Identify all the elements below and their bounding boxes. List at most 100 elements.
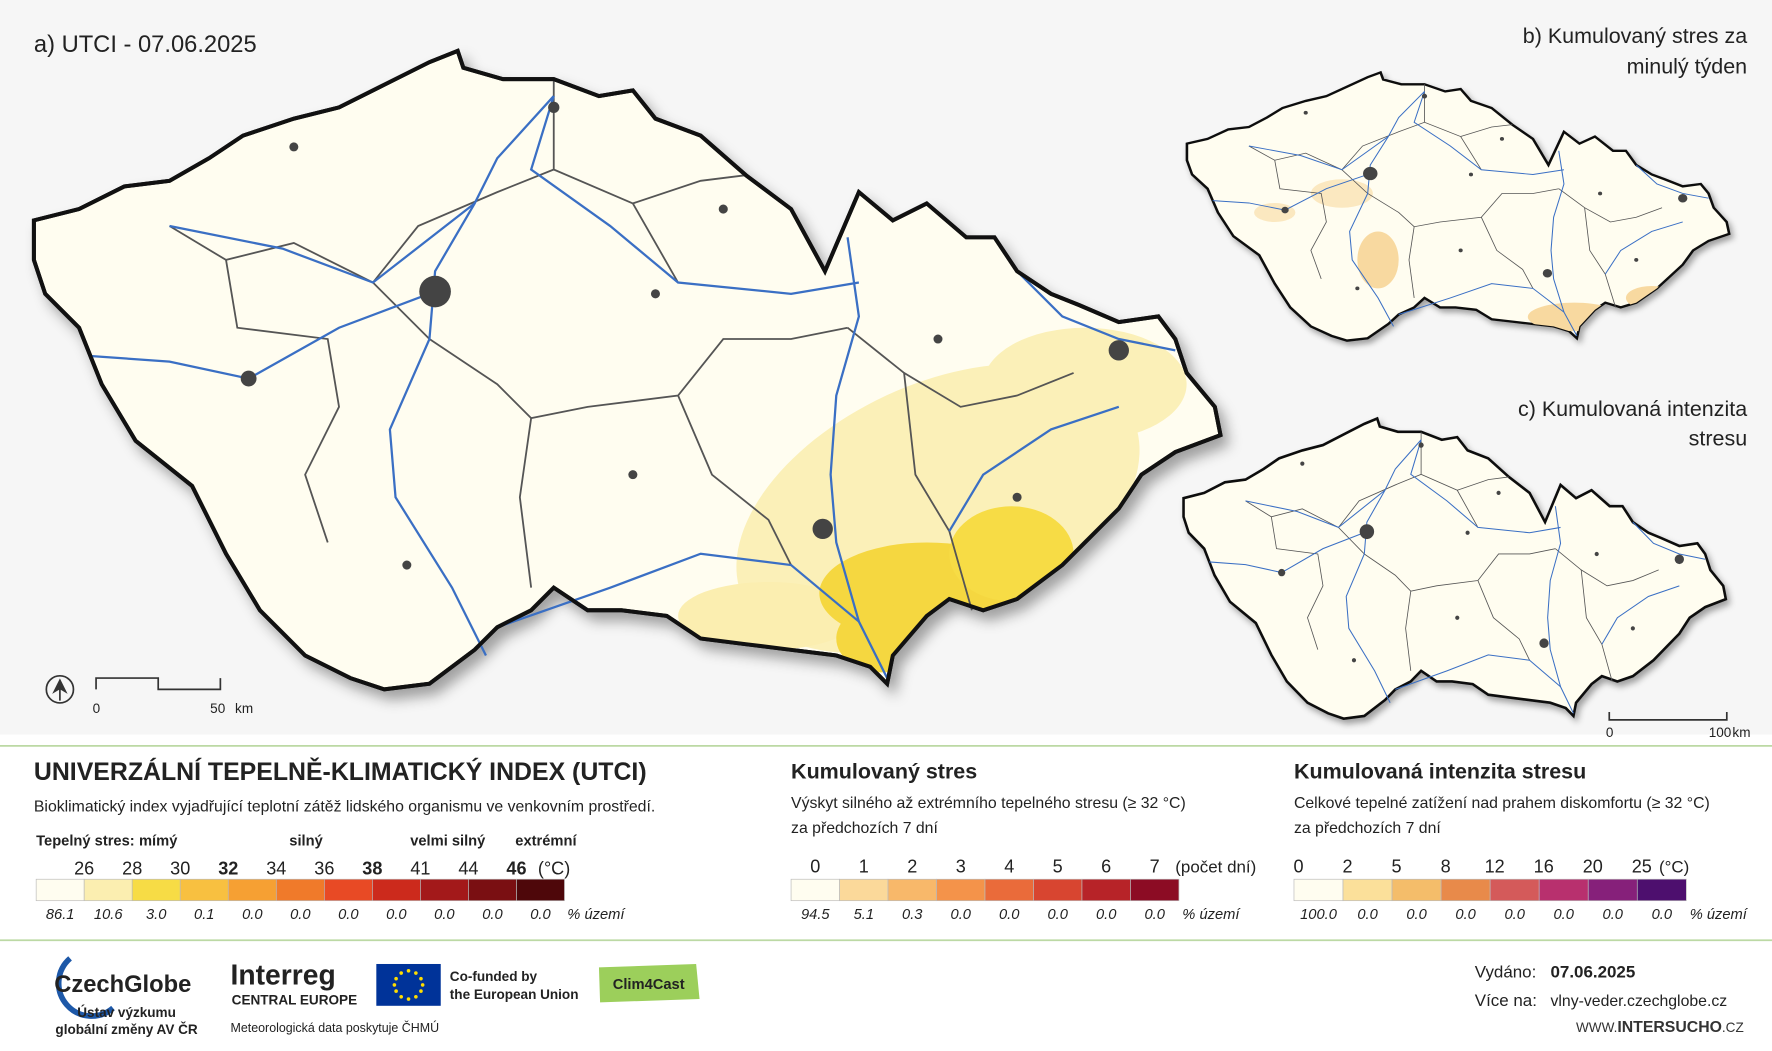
legend-box (1081, 878, 1131, 902)
share-label: 10.6 (94, 907, 123, 923)
unit-label: (°C) (538, 859, 570, 879)
legend-box (1130, 878, 1180, 902)
scale-label: 50 (210, 701, 225, 716)
map-title: minulý týden (1627, 54, 1748, 78)
map-title: a) UTCI - 07.06.2025 (34, 32, 257, 58)
share-label: 0.0 (1554, 907, 1575, 923)
share-label: 0.0 (242, 907, 263, 923)
eu-text: Co-funded by (450, 969, 538, 984)
intersucho-link: WWW.INTERSUCHO.CZ (1576, 1019, 1744, 1036)
data-note: Meteorologická data poskytuje ČHMÚ (231, 1020, 440, 1035)
more-label: Více na: (1475, 991, 1537, 1010)
map-title: b) Kumulovaný stres za (1523, 24, 1747, 48)
unit-label: (počet dní) (1175, 857, 1256, 876)
share-unit: % území (1182, 907, 1241, 923)
legend-box (372, 878, 421, 902)
map-stress (1185, 71, 1731, 342)
intersucho-suffix: .CZ (1722, 1020, 1744, 1035)
share-label: 0.0 (1357, 907, 1378, 923)
legend-box (1033, 878, 1083, 902)
legend-box (468, 878, 517, 902)
share-label: 0.0 (951, 907, 972, 923)
clim4cast-logo (598, 963, 700, 1003)
legend-description: Bioklimatický index vyjadřující teplotní… (34, 798, 655, 815)
stress-level: mímý (139, 833, 178, 849)
tick-label: 1 (859, 856, 869, 876)
share-unit: % území (567, 907, 626, 923)
legend-box (1293, 878, 1344, 902)
share-label: 0.0 (1504, 907, 1525, 923)
tick-label: 3 (956, 856, 966, 876)
map-title: c) Kumulovaná intenzita (1518, 397, 1747, 421)
legend-description: Výskyt silného až extrémního tepelného s… (791, 795, 1186, 812)
legend-box (131, 878, 181, 902)
tick-label: 20 (1583, 856, 1603, 876)
legend-box (1587, 878, 1638, 902)
share-label: 0.0 (999, 907, 1020, 923)
threshold-label: 30 (170, 859, 190, 879)
tick-label: 0 (1293, 856, 1303, 876)
threshold-label: 34 (266, 859, 286, 879)
stress-level: velmi silný (410, 833, 486, 849)
map-utci (31, 48, 1223, 704)
threshold-label: 26 (74, 859, 94, 879)
share-label: 0.0 (1455, 907, 1476, 923)
stress-level: extrémní (515, 833, 577, 849)
scale-label: 100 (1709, 725, 1732, 740)
share-label: 0.0 (1096, 907, 1117, 923)
stress-level: silný (289, 833, 323, 849)
share-label: 0.0 (1144, 907, 1165, 923)
eu-stars (392, 968, 425, 1001)
legend-box (83, 878, 133, 902)
legend-box (1538, 878, 1589, 902)
legend-box (790, 878, 840, 902)
scale-label: km (235, 701, 253, 716)
share-label: 0.1 (194, 907, 214, 923)
threshold-label: 41 (410, 859, 430, 879)
legend-box (1489, 878, 1540, 902)
share-label: 0.0 (530, 907, 551, 923)
legend-description: za předchozích 7 dní (1294, 820, 1441, 837)
legend-description: za předchozích 7 dní (791, 820, 938, 837)
stress-label: Tepelný stres: (36, 833, 134, 849)
threshold-label: 32 (218, 859, 238, 879)
tick-label: 7 (1150, 856, 1160, 876)
clim4cast-name: Clim4Cast (613, 977, 685, 993)
tick-label: 5 (1392, 856, 1402, 876)
threshold-label: 46 (506, 859, 526, 879)
czechglobe-name: CzechGlobe (54, 972, 191, 998)
legend-box (1391, 878, 1442, 902)
tick-label: 8 (1441, 856, 1451, 876)
legend-box (839, 878, 889, 902)
share-label: 0.0 (1048, 907, 1069, 923)
interreg-name: Interreg (231, 958, 336, 990)
share-label: 0.0 (1603, 907, 1624, 923)
more-url: vlny-veder.czechglobe.cz (1551, 993, 1728, 1010)
share-unit: % území (1690, 907, 1749, 923)
share-label: 86.1 (46, 907, 75, 923)
legend-box (227, 878, 277, 902)
legend-box (936, 878, 986, 902)
eu-text: the European Union (450, 987, 579, 1002)
czechglobe-sub: Ústav výzkumu (77, 1005, 176, 1020)
unit-label: (°C) (1659, 857, 1689, 876)
legend-title: Kumulovaný stres (791, 760, 977, 784)
share-label: 0.0 (290, 907, 311, 923)
scale-label: 0 (1606, 725, 1614, 740)
legend-description: Celkové tepelné zatížení nad prahem disk… (1294, 795, 1710, 812)
share-label: 0.3 (902, 907, 923, 923)
share-label: 100.0 (1300, 907, 1338, 923)
map-title: stresu (1689, 426, 1747, 450)
legend-box (420, 878, 469, 902)
legend-box (1636, 878, 1687, 902)
interreg-sub: CENTRAL EUROPE (232, 993, 357, 1008)
share-label: 94.5 (801, 907, 830, 923)
legend-box (1440, 878, 1491, 902)
issued-label: Vydáno: (1475, 963, 1537, 982)
threshold-label: 36 (314, 859, 334, 879)
legend-title: UNIVERZÁLNÍ TEPELNĚ-KLIMATICKÝ INDEX (UT… (34, 756, 647, 786)
tick-label: 4 (1004, 856, 1014, 876)
share-label: 0.0 (1652, 907, 1673, 923)
tick-label: 2 (1343, 856, 1353, 876)
